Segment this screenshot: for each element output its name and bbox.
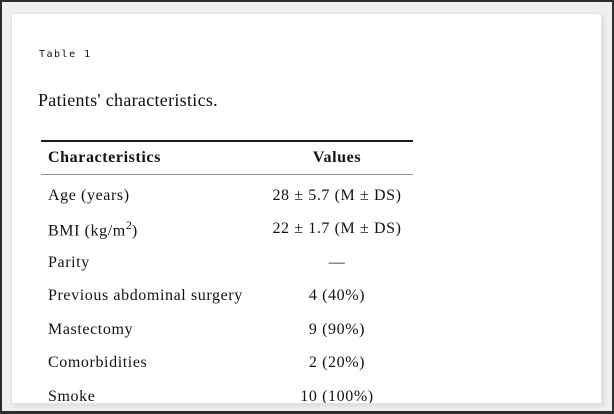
row-value: 9 (90%) [308, 320, 366, 338]
row-value: 2 (20%) [308, 354, 366, 372]
row-label: Comorbidities [48, 354, 148, 372]
table-row-smoke: Smoke 10 (100%) [41, 380, 413, 404]
table-row-previous-surgery: Previous abdominal surgery 4 (40%) [41, 280, 413, 314]
row-value: 22 ± 1.7 (M ± DS) [272, 220, 402, 238]
row-label: Age (years) [48, 186, 130, 204]
row-label: Previous abdominal surgery [48, 287, 243, 305]
row-label: Smoke [48, 387, 96, 404]
table-caption-label: Table 1 [39, 49, 92, 60]
table-row-age: Age (years) 28 ± 5.7 (M ± DS) [41, 179, 413, 213]
row-label: BMI (kg/m2) [41, 218, 261, 240]
column-header-values: Values [312, 149, 362, 166]
page-title: Patients' characteristics. [38, 90, 218, 110]
row-label-text: ) [131, 222, 138, 240]
table-body: Age (years) 28 ± 5.7 (M ± DS) BMI (kg/m2… [41, 175, 413, 404]
characteristics-table: Characteristics Values Age (years) 28 ± … [41, 140, 413, 404]
table-header-row: Characteristics Values [41, 142, 413, 175]
row-value: 28 ± 5.7 (M ± DS) [272, 186, 402, 204]
table-row-comorbidities: Comorbidities 2 (20%) [41, 347, 413, 381]
row-label: Parity [48, 253, 90, 271]
row-label-text: BMI (kg/m [48, 222, 126, 240]
row-label: Mastectomy [48, 320, 134, 338]
content-card: Table 1 Patients' characteristics. Chara… [11, 13, 602, 404]
table-row-mastectomy: Mastectomy 9 (90%) [41, 313, 413, 347]
column-header-characteristics: Characteristics [48, 149, 161, 166]
row-value: 10 (100%) [300, 387, 374, 404]
row-value: 4 (40%) [308, 287, 366, 305]
superscript-exponent: 2 [125, 218, 132, 233]
table-row-bmi: BMI (kg/m2) 22 ± 1.7 (M ± DS) [41, 213, 413, 247]
row-value: — [328, 253, 346, 271]
table-row-parity: Parity — [41, 246, 413, 280]
